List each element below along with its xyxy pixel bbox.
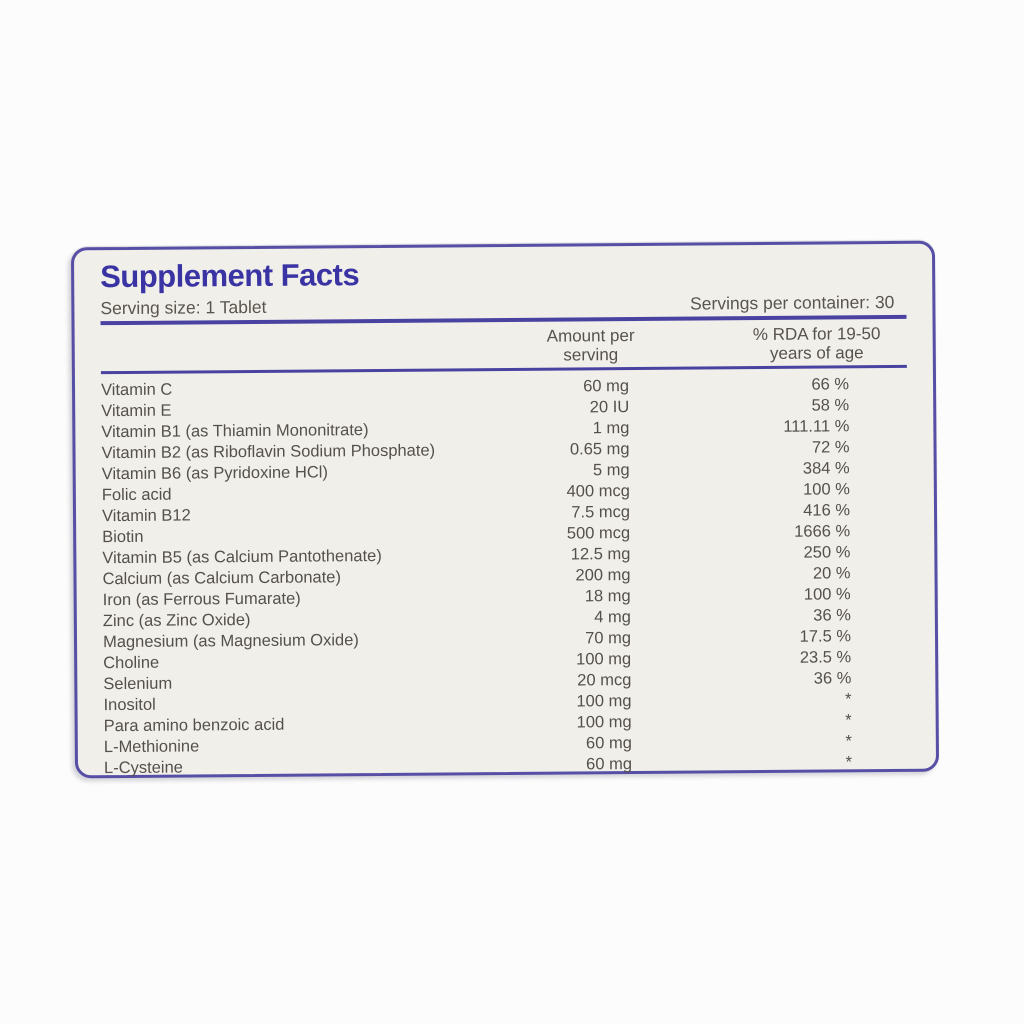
page-title: Supplement Facts	[100, 257, 360, 295]
nutrient-amount: 18 mg	[584, 587, 631, 606]
nutrient-rda: 66 %	[811, 375, 850, 394]
column-header-rda-line1: % RDA for 19-50	[752, 324, 881, 345]
nutrient-rda: 36 %	[813, 606, 851, 625]
header-spacer	[101, 327, 501, 368]
nutrient-amount: 12.5 mg	[570, 545, 631, 564]
nutrient-amount: 4 mg	[594, 608, 631, 627]
nutrient-rda: 250 %	[803, 543, 851, 562]
nutrient-amount: 60 mg	[583, 377, 630, 396]
nutrient-amount: 1 mg	[592, 419, 630, 438]
nutrient-amount: 100 mg	[576, 692, 632, 711]
column-header-rda: % RDA for 19-50 years of age	[727, 324, 907, 363]
servings-per-container-text: Servings per container: 30	[690, 291, 895, 314]
nutrient-rda: 100 %	[802, 480, 850, 499]
nutrient-rda: 111.11 %	[783, 417, 850, 436]
supplement-facts-label: Supplement Facts Serving size: 1 Tablet …	[70, 240, 940, 779]
nutrient-rda: 17.5 %	[799, 627, 852, 646]
nutrient-amount: 70 mg	[585, 629, 632, 648]
nutrient-amount: 60 mg	[585, 734, 632, 753]
nutrient-amount: 5 mg	[592, 461, 630, 480]
column-header-amount: Amount per serving	[501, 326, 681, 365]
nutrient-amount: 20 IU	[589, 398, 630, 417]
nutrient-rda: 100 %	[803, 585, 851, 604]
table-header-row: Amount per serving % RDA for 19-50 years…	[101, 324, 907, 368]
nutrient-amount: 60 mg	[586, 755, 633, 774]
nutrient-rda: 416 %	[803, 501, 851, 520]
nutrient-rda: *	[845, 732, 852, 751]
nutrient-rda: 1666 %	[794, 522, 851, 541]
nutrient-rda: *	[845, 690, 852, 709]
nutrient-rda: *	[845, 711, 852, 730]
nutrient-amount: 200 mg	[575, 566, 631, 585]
nutrient-rda: 23.5 %	[799, 648, 852, 667]
nutrient-amount: 0.65 mg	[569, 440, 630, 459]
nutrient-name: L-Cysteine	[103, 758, 183, 778]
nutrient-amount: 20 mcg	[577, 671, 632, 690]
facts-rows: Vitamin C 60 mg 66 % Vitamin E 20 IU 58 % Vita…	[101, 374, 910, 779]
nutrient-rda: *	[845, 753, 853, 772]
column-header-amount-line1: Amount per	[546, 325, 635, 346]
nutrient-rda: 384 %	[802, 459, 850, 478]
serving-size-text: Serving size: 1 Tablet	[100, 296, 267, 319]
column-header-rda-line2: years of age	[769, 343, 864, 363]
column-header-amount-line2: serving	[563, 345, 619, 365]
nutrient-rda: 58 %	[811, 396, 850, 415]
nutrient-rda: 72 %	[811, 438, 850, 457]
nutrient-rda: 20 %	[812, 564, 851, 583]
nutrient-amount: 7.5 mcg	[571, 503, 631, 522]
nutrient-amount: 400 mcg	[566, 482, 630, 501]
nutrient-amount: 500 mcg	[566, 524, 631, 543]
nutrient-rda: 36 %	[813, 669, 852, 688]
nutrient-amount: 100 mg	[576, 650, 632, 669]
nutrient-amount: 100 mg	[576, 713, 632, 732]
